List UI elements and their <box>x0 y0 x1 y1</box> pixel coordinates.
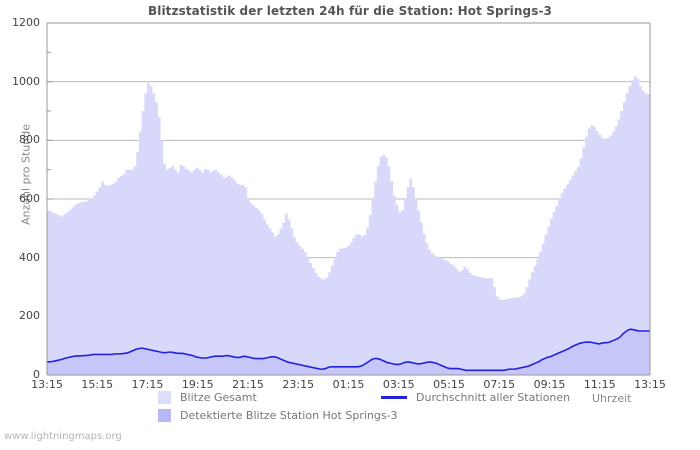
legend-label-station: Detektierte Blitze Station Hot Springs-3 <box>180 409 398 422</box>
x-tick-label: 13:15 <box>634 378 666 391</box>
line-series-average <box>47 328 650 372</box>
page-title: Blitzstatistik der letzten 24h für die S… <box>147 4 553 18</box>
chart-legend: Blitze Gesamt Detektierte Blitze Station… <box>0 391 700 427</box>
legend-item-station[interactable]: Detektierte Blitze Station Hot Springs-3 <box>158 409 398 422</box>
area-series-total <box>47 76 650 375</box>
y-tick-label: 1000 <box>12 74 40 88</box>
x-tick-label: 11:15 <box>583 378 616 391</box>
legend-swatch-average <box>381 396 407 399</box>
x-tick-label: 19:15 <box>181 378 214 391</box>
legend-item-average[interactable]: Durchschnitt aller Stationen <box>381 391 570 404</box>
x-tick-label: 03:15 <box>382 378 415 391</box>
x-tick-label: 21:15 <box>232 378 264 391</box>
legend-item-total[interactable]: Blitze Gesamt <box>158 391 257 404</box>
x-axis-label: Uhrzeit <box>592 392 632 405</box>
x-tick-label: 01:15 <box>332 378 365 391</box>
legend-label-average: Durchschnitt aller Stationen <box>416 391 571 404</box>
plot-frame <box>46 22 651 376</box>
x-tick-label: 05:15 <box>433 378 465 391</box>
y-tick-label: 600 <box>19 192 40 205</box>
y-tick-label: 200 <box>19 309 40 323</box>
watermark: www.lightningmaps.org <box>4 431 122 442</box>
legend-swatch-total <box>158 391 171 404</box>
legend-swatch-station <box>158 409 171 422</box>
y-tick-label: 400 <box>19 250 40 264</box>
y-tick-label: 0 <box>33 368 40 381</box>
x-tick-label: 13:15 <box>31 378 63 391</box>
legend-label-total: Blitze Gesamt <box>180 391 257 404</box>
area-series-station <box>47 329 650 375</box>
x-tick-label: 23:15 <box>282 378 315 391</box>
y-tick-label: 1200 <box>12 16 40 29</box>
x-tick-label: 15:15 <box>81 378 114 391</box>
y-tick-label: 800 <box>19 133 40 147</box>
x-tick-label: 07:15 <box>483 378 516 391</box>
x-tick-label: 09:15 <box>533 378 566 391</box>
x-tick-label: 17:15 <box>131 378 164 391</box>
